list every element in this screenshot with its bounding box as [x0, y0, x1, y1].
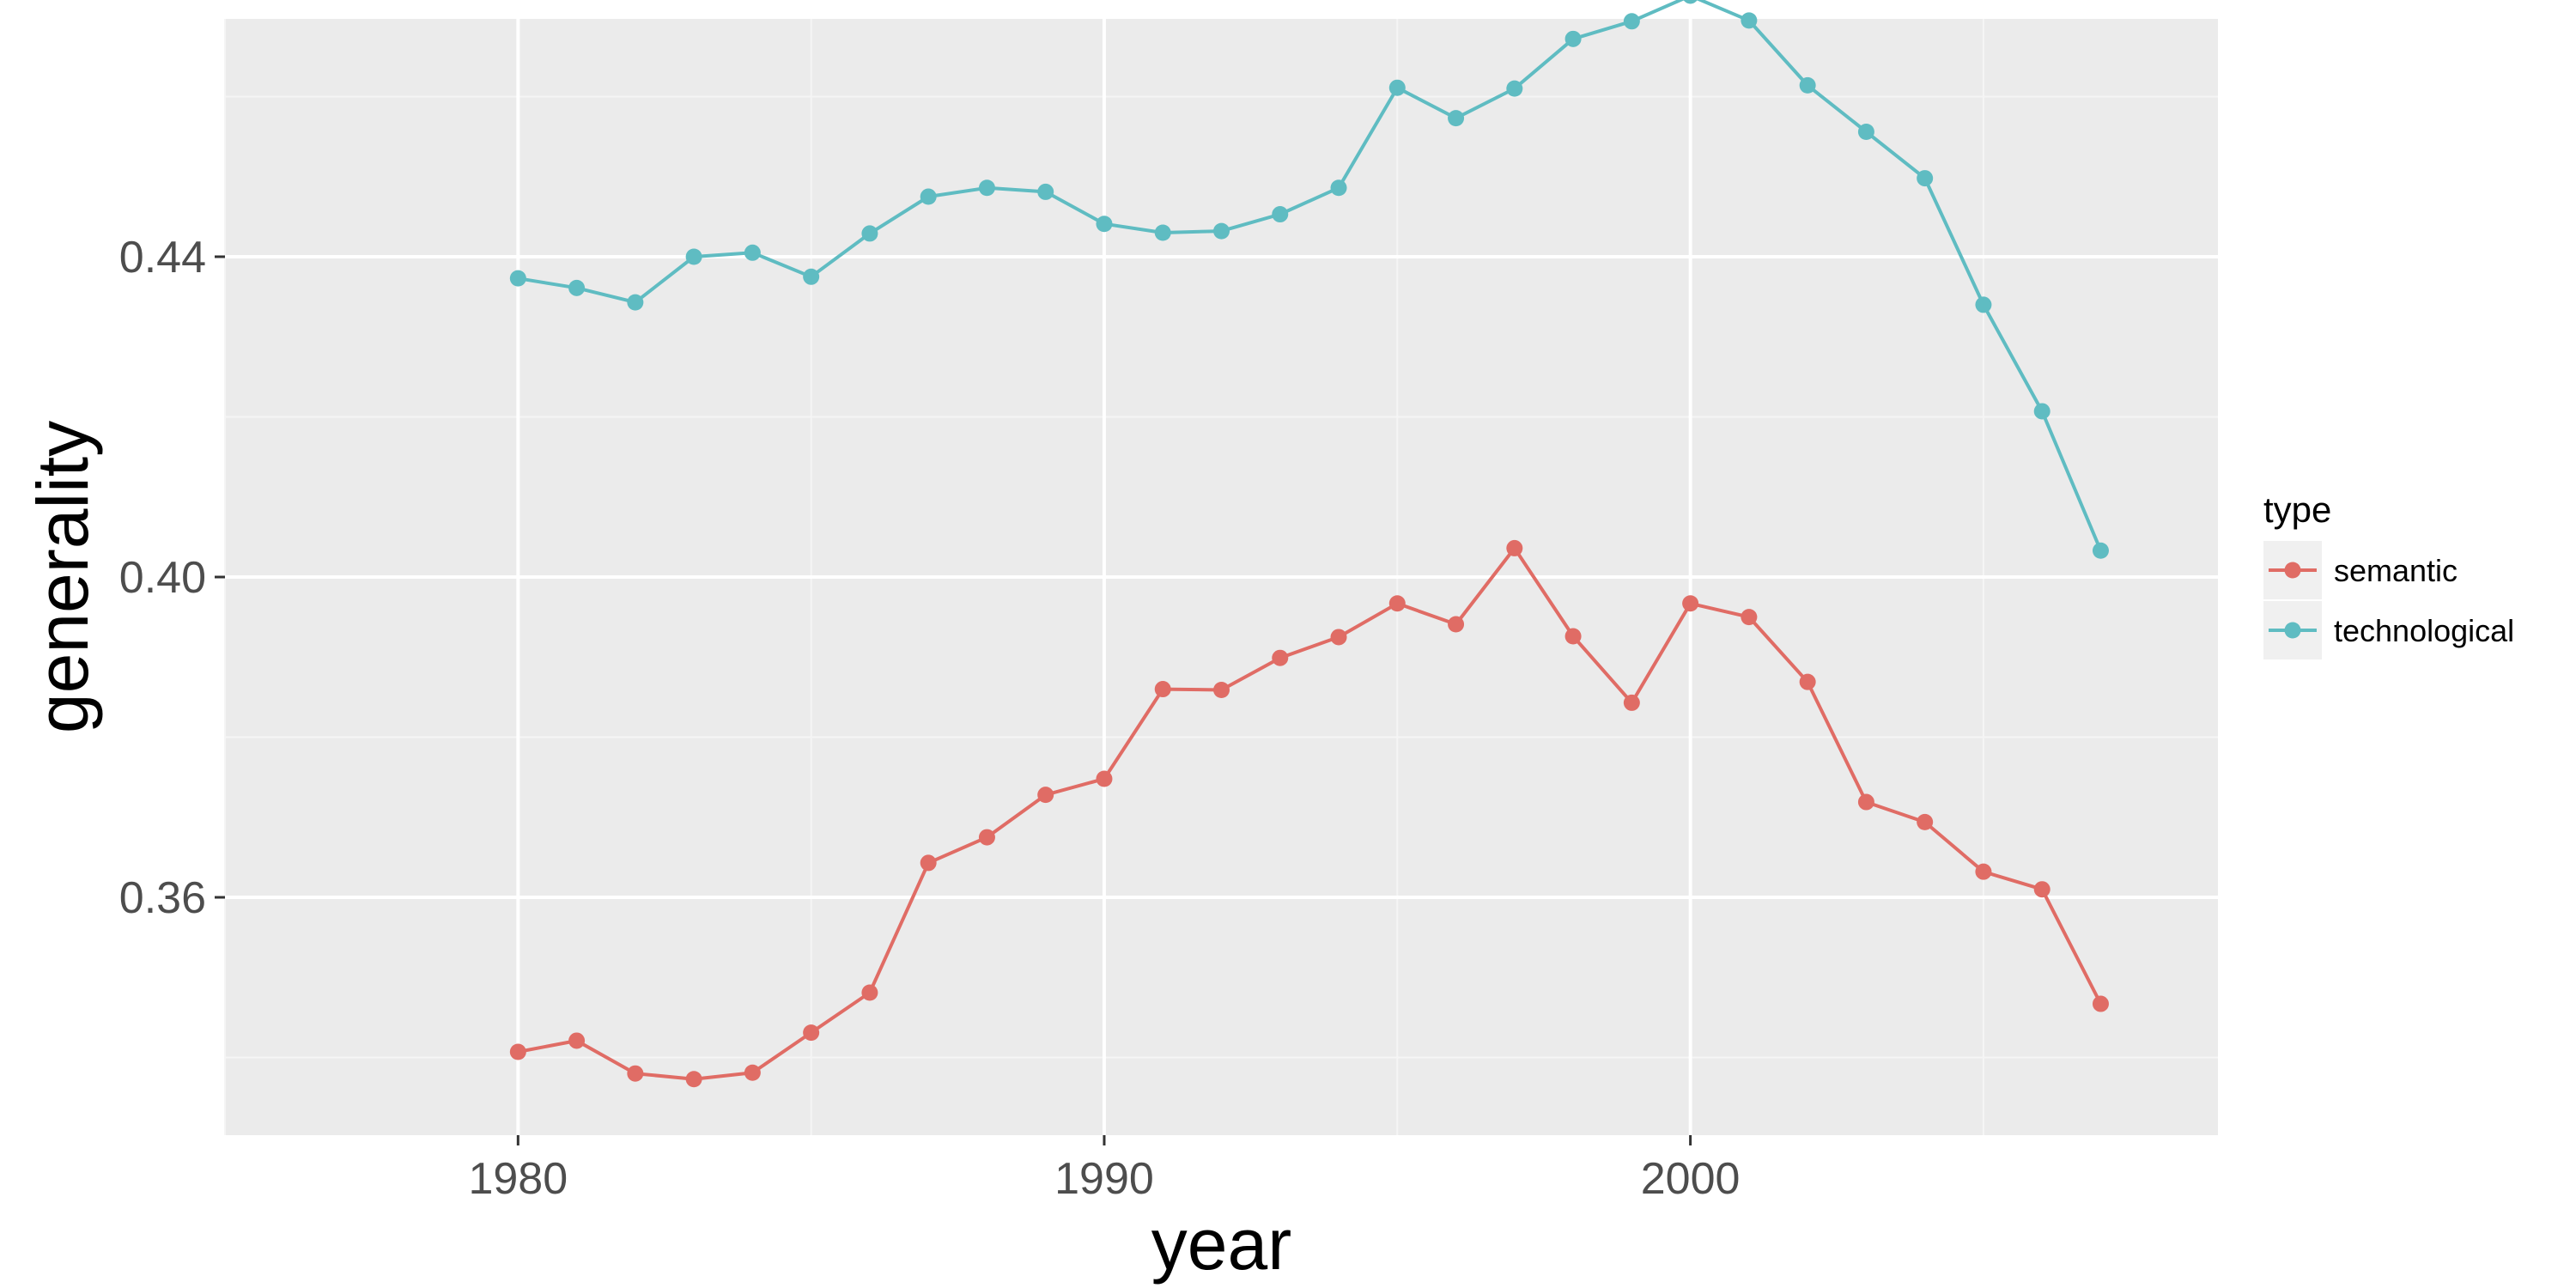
semantic-point [1506, 539, 1523, 556]
semantic-point [1037, 787, 1054, 804]
semantic-point [1448, 616, 1465, 633]
technological-point [1623, 13, 1640, 30]
technological-point [1272, 206, 1289, 223]
technological-point [1448, 110, 1465, 127]
technological-point [1506, 80, 1523, 97]
technological-point [1037, 183, 1054, 200]
legend-item-semantic: semantic [2263, 541, 2458, 599]
series-layer [509, 0, 2109, 1088]
y-tick-label: 0.44 [119, 233, 206, 283]
technological-point [1213, 222, 1230, 240]
technological-point [803, 268, 820, 285]
semantic-point [1388, 595, 1406, 612]
semantic-point [1917, 813, 1934, 830]
technological-point [1857, 123, 1874, 140]
semantic-point [978, 829, 995, 846]
semantic-point [627, 1065, 644, 1082]
semantic-point [1799, 673, 1816, 690]
legend-key-point [2284, 562, 2301, 579]
legend-label-semantic: semantic [2334, 553, 2458, 588]
semantic-point [920, 854, 937, 872]
semantic-point [861, 984, 878, 1001]
technological-point [1564, 30, 1582, 47]
technological-line [517, 0, 2103, 551]
technological-point [2092, 542, 2109, 559]
semantic-point [509, 1043, 526, 1060]
technological-point [1154, 224, 1171, 241]
legend-key-point [2284, 622, 2301, 639]
technological-point [744, 244, 761, 261]
y-tick-label: 0.36 [119, 873, 206, 923]
semantic-point [685, 1071, 702, 1088]
technological-point [1741, 12, 1758, 29]
technological-point [568, 279, 586, 296]
semantic-point [1682, 595, 1699, 612]
semantic-point [744, 1064, 761, 1081]
semantic-point [568, 1032, 586, 1049]
semantic-point [803, 1024, 820, 1042]
technological-point [1330, 179, 1347, 197]
x-tick-label: 2000 [1641, 1154, 1741, 1204]
semantic-point [1272, 649, 1289, 666]
technological-point [1975, 296, 1992, 313]
y-axis-title: generality [22, 421, 103, 733]
technological-point [509, 270, 526, 287]
semantic-point [2033, 881, 2050, 898]
technological-point [1799, 76, 1816, 94]
series-technological [509, 0, 2109, 559]
semantic-point [1741, 609, 1758, 626]
semantic-point [1213, 681, 1230, 698]
legend: type semantic technological [2263, 489, 2514, 659]
semantic-point [1564, 628, 1582, 645]
legend-title: type [2263, 489, 2331, 530]
semantic-point [1857, 793, 1874, 811]
series-semantic [509, 539, 2109, 1088]
semantic-point [1154, 681, 1171, 698]
tick-labels: 1980 1990 2000 0.36 0.40 0.44 [119, 233, 1741, 1204]
technological-point [1917, 170, 1934, 187]
axis-ticks [215, 255, 1692, 1145]
legend-item-technological: technological [2263, 601, 2514, 659]
technological-point [920, 188, 937, 205]
technological-point [978, 179, 995, 197]
semantic-point [2092, 995, 2109, 1012]
x-tick-label: 1980 [468, 1154, 568, 1204]
x-tick-label: 1990 [1054, 1154, 1154, 1204]
semantic-point [1975, 863, 1992, 880]
grid-major [225, 19, 2218, 1135]
semantic-point [1096, 770, 1113, 787]
semantic-line [517, 546, 2103, 1081]
technological-point [685, 248, 702, 265]
technological-point [2033, 403, 2050, 420]
y-tick-label: 0.40 [119, 553, 206, 603]
semantic-point [1623, 694, 1640, 711]
technological-point [1683, 0, 1698, 4]
technological-point [1388, 79, 1406, 96]
legend-label-technological: technological [2334, 613, 2514, 648]
technological-point [1096, 216, 1113, 233]
x-axis-title: year [1151, 1204, 1291, 1285]
legend-items: semantic technological [2263, 541, 2514, 659]
technological-point [627, 294, 644, 311]
technological-point [861, 225, 878, 242]
semantic-point [1330, 629, 1347, 646]
